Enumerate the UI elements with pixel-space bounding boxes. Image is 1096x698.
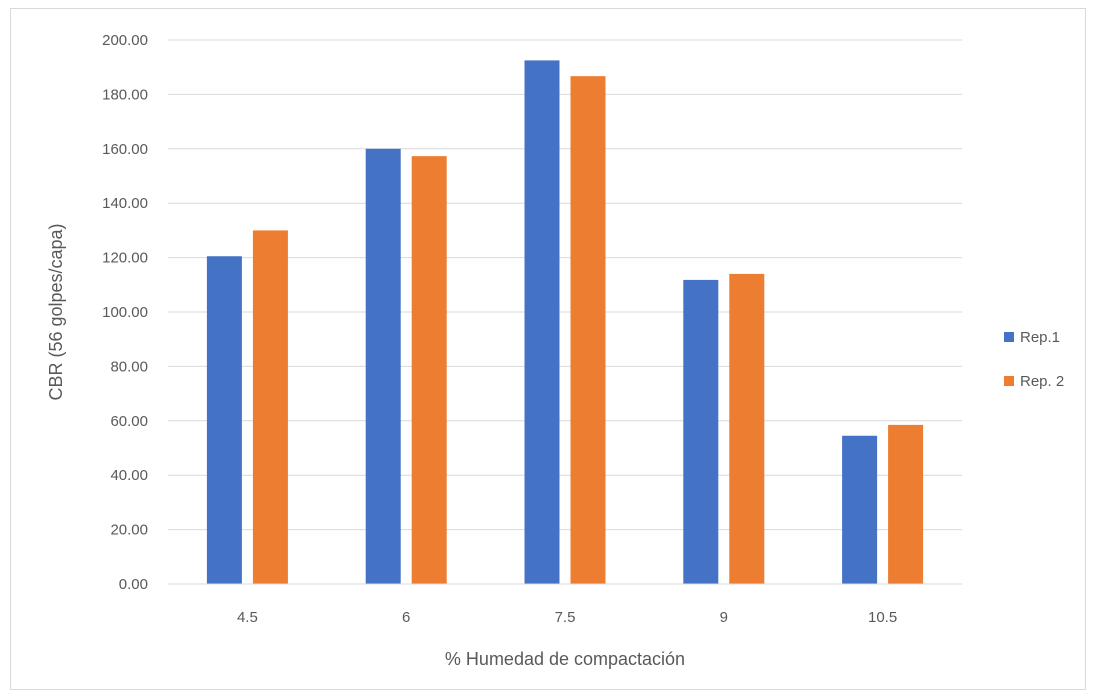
x-tick-label: 6 — [402, 609, 410, 626]
bar-rep2-6 — [411, 156, 447, 585]
y-tick-label: 160.00 — [102, 141, 148, 158]
y-tick-label: 0.00 — [119, 576, 148, 593]
bar-rep1-7.5 — [524, 60, 560, 584]
bar-rep2-10.5 — [888, 424, 924, 584]
y-tick-labels: 0.00 20.00 40.00 60.00 80.00 100.00 120.00 140.… — [102, 32, 148, 593]
bars — [206, 60, 924, 585]
legend-label: Rep. 2 — [1020, 373, 1064, 390]
x-axis-title: % Humedad de compactación — [445, 649, 685, 669]
legend-label: Rep.1 — [1020, 329, 1060, 346]
y-tick-label: 20.00 — [110, 522, 148, 539]
y-tick-label: 60.00 — [110, 413, 148, 430]
y-axis-title: CBR (56 golpes/capa) — [46, 223, 66, 400]
y-tick-label: 100.00 — [102, 304, 148, 321]
y-tick-label: 40.00 — [110, 467, 148, 484]
y-tick-label: 120.00 — [102, 250, 148, 267]
x-tick-label: 10.5 — [868, 609, 897, 626]
gridlines — [168, 39, 962, 531]
bar-rep1-6 — [365, 148, 401, 585]
bar-rep2-7.5 — [570, 76, 606, 585]
bar-rep2-4.5 — [252, 230, 288, 584]
legend-swatch — [1004, 332, 1014, 342]
y-tick-label: 200.00 — [102, 32, 148, 49]
legend: Rep.1 Rep. 2 — [1004, 329, 1064, 390]
y-tick-label: 180.00 — [102, 86, 148, 103]
x-tick-label: 7.5 — [555, 609, 576, 626]
legend-swatch — [1004, 376, 1014, 386]
bar-rep1-10.5 — [842, 435, 878, 584]
x-tick-label: 9 — [720, 609, 728, 626]
bar-rep1-4.5 — [206, 256, 242, 584]
bar-rep1-9 — [683, 279, 719, 584]
x-tick-label: 4.5 — [237, 609, 258, 626]
y-tick-label: 80.00 — [110, 358, 148, 375]
x-tick-labels: 4.5 6 7.5 9 10.5 — [237, 609, 897, 626]
y-tick-label: 140.00 — [102, 195, 148, 212]
bar-rep2-9 — [729, 273, 765, 584]
